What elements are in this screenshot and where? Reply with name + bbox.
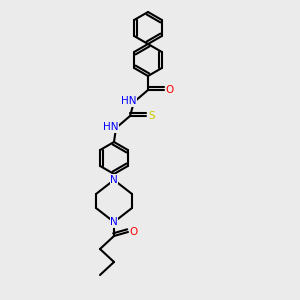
Text: N: N	[110, 175, 118, 185]
Text: N: N	[110, 175, 118, 185]
Text: HN: HN	[121, 96, 137, 106]
Text: N: N	[110, 217, 118, 227]
Text: O: O	[130, 227, 138, 237]
Text: O: O	[166, 85, 174, 95]
Text: S: S	[149, 111, 155, 121]
Text: HN: HN	[103, 122, 119, 132]
